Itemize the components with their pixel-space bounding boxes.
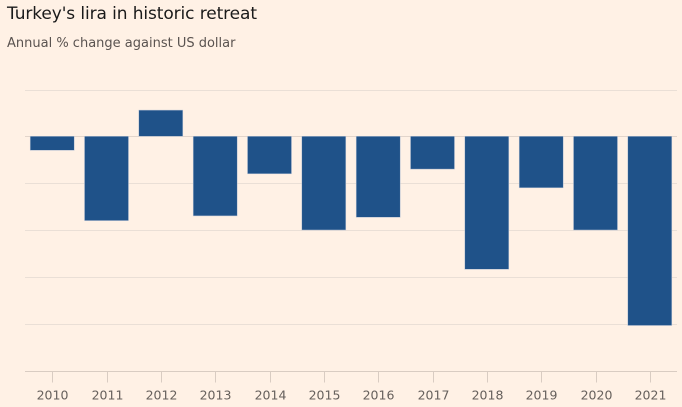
x-tick-label: 2011 — [92, 388, 124, 403]
x-tick-label: 2012 — [146, 388, 178, 403]
x-tick-label: 2010 — [37, 388, 69, 403]
bar-2010 — [29, 136, 75, 151]
bar-2019 — [518, 136, 564, 189]
bar-2011 — [84, 136, 129, 221]
x-axis: 2010 2011 2012 2013 2014 2015 2016 2017 2018 2019… — [25, 371, 677, 403]
x-tick-label: 2013 — [200, 388, 232, 403]
bar-2021 — [627, 136, 673, 326]
chart-subtitle: Annual % change against US dollar — [7, 36, 236, 51]
x-tick-label: 2014 — [255, 388, 287, 403]
bar-2013 — [192, 136, 238, 217]
bar-2015 — [301, 136, 347, 231]
x-tick-label: 2015 — [309, 388, 341, 403]
bar-2014 — [247, 136, 292, 175]
bar-2016 — [355, 136, 401, 218]
x-tick-label: 2021 — [635, 388, 667, 403]
chart-title: Turkey's lira in historic retreat — [7, 4, 257, 24]
bar-2020 — [573, 136, 618, 231]
x-tick-label: 2019 — [526, 388, 558, 403]
bar-2018 — [464, 136, 510, 270]
x-tick-label: 2018 — [472, 388, 504, 403]
bars — [29, 109, 673, 326]
bar-2012 — [138, 109, 184, 137]
x-tick-label: 2020 — [581, 388, 613, 403]
x-tick-label: 2016 — [363, 388, 395, 403]
x-tick-label: 2017 — [418, 388, 450, 403]
gridlines — [25, 90, 677, 325]
bar-2017 — [410, 136, 455, 170]
